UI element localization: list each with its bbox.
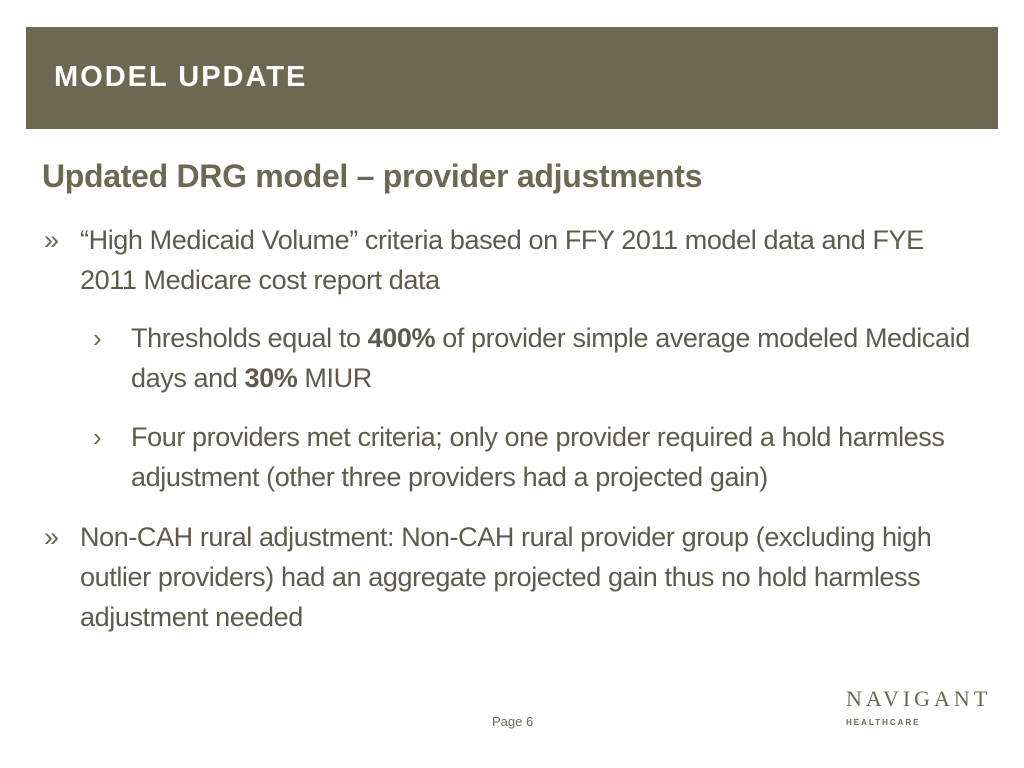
navigant-logo: NAVIGANT HEALTHCARE xyxy=(846,686,987,730)
emphasis-value: 400% xyxy=(367,323,436,353)
sub-bullet-marker: › xyxy=(93,422,102,452)
sub-bullet-item: › Four providers met criteria; only one … xyxy=(93,417,971,497)
sub-bullet-text-part: Thresholds equal to xyxy=(131,323,368,353)
sub-bullet-text-part: MIUR xyxy=(297,363,372,393)
sub-bullet-text-part: of provider simple average modeled Medic… xyxy=(131,323,970,393)
page-number: Page 6 xyxy=(492,714,534,729)
sub-bullet-item: › Thresholds equal to 400% of provider s… xyxy=(93,318,971,398)
bullet-marker: » xyxy=(44,225,59,255)
bullet-item: » “High Medicaid Volume” criteria based … xyxy=(44,220,960,300)
header-bar: MODEL UPDATE xyxy=(26,27,998,129)
slide-subtitle: Updated DRG model – provider adjustments xyxy=(42,158,703,194)
slide-title: MODEL UPDATE xyxy=(54,61,308,93)
logo-subtitle: HEALTHCARE xyxy=(846,718,921,727)
sub-bullet-text: Four providers met criteria; only one pr… xyxy=(131,422,945,492)
bullet-marker: » xyxy=(44,522,59,552)
sub-bullet-marker: › xyxy=(93,323,102,353)
bullet-text: Non-CAH rural adjustment: Non-CAH rural … xyxy=(80,522,932,632)
emphasis-value: 30% xyxy=(244,363,298,393)
logo-wordmark: NAVIGANT xyxy=(846,686,992,711)
bullet-item: » Non-CAH rural adjustment: Non-CAH rura… xyxy=(44,517,960,637)
bullet-text: “High Medicaid Volume” criteria based on… xyxy=(80,225,924,295)
